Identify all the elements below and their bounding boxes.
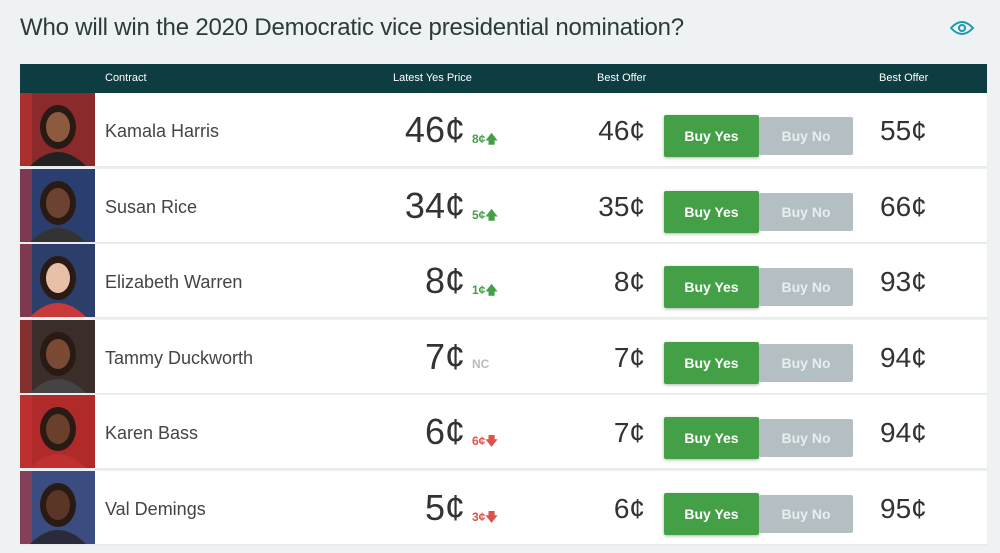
candidate-photo <box>20 319 95 393</box>
candidate-photo <box>20 168 95 242</box>
table-row[interactable]: Val Demings 5¢ 3¢🡇 6¢ Buy Yes Buy No 95¢ <box>20 470 987 544</box>
price-change: 1¢🡅 <box>472 283 498 297</box>
table-row[interactable]: Susan Rice 34¢ 5¢🡅 35¢ Buy Yes Buy No 66… <box>20 168 987 242</box>
arrow-up-icon: 🡅 <box>485 283 498 297</box>
contracts-table: Contract Latest Yes Price Best Offer Bes… <box>20 64 987 546</box>
buy-yes-button[interactable]: Buy Yes <box>664 492 759 535</box>
table-row[interactable]: Tammy Duckworth 7¢ NC 7¢ Buy Yes Buy No … <box>20 319 987 393</box>
best-offer-yes: 7¢ <box>613 417 645 448</box>
contract-name[interactable]: Elizabeth Warren <box>105 272 243 292</box>
buy-no-button[interactable]: Buy No <box>759 419 853 457</box>
best-offer-no: 94¢ <box>880 341 927 373</box>
table-header: Contract Latest Yes Price Best Offer Bes… <box>20 64 987 93</box>
buy-no-button[interactable]: Buy No <box>759 117 853 155</box>
header-best-offer-no: Best Offer <box>879 72 929 84</box>
header-latest-price: Latest Yes Price <box>393 72 472 84</box>
price-change: 8¢🡅 <box>472 132 498 146</box>
buy-yes-button[interactable]: Buy Yes <box>664 115 759 157</box>
best-offer-yes: 6¢ <box>613 492 645 524</box>
arrow-down-icon: 🡇 <box>485 509 498 524</box>
latest-yes-price: 5¢ <box>424 486 465 528</box>
contract-name[interactable]: Karen Bass <box>105 423 199 443</box>
eye-icon[interactable] <box>950 18 974 38</box>
buy-yes-button[interactable]: Buy Yes <box>664 266 759 308</box>
buy-yes-button[interactable]: Buy Yes <box>664 417 759 459</box>
arrow-up-icon: 🡅 <box>485 207 498 222</box>
candidate-photo <box>20 470 95 544</box>
price-change: NC <box>472 356 490 371</box>
buy-no-button[interactable]: Buy No <box>759 494 853 533</box>
buy-yes-button[interactable]: Buy Yes <box>664 190 759 233</box>
table-row[interactable]: Kamala Harris 46¢ 8¢🡅 46¢ Buy Yes Buy No… <box>20 93 987 166</box>
latest-yes-price: 7¢ <box>424 335 465 377</box>
best-offer-no: 66¢ <box>880 190 927 222</box>
best-offer-yes: 7¢ <box>613 341 645 373</box>
best-offer-no: 55¢ <box>880 115 927 146</box>
header-contract: Contract <box>105 72 147 84</box>
best-offer-yes: 46¢ <box>598 115 645 146</box>
candidate-photo <box>20 244 95 317</box>
buy-no-button[interactable]: Buy No <box>759 343 853 382</box>
arrow-down-icon: 🡇 <box>485 434 498 448</box>
latest-yes-price: 8¢ <box>424 260 465 301</box>
best-offer-no: 95¢ <box>880 492 927 524</box>
candidate-photo <box>20 93 95 166</box>
candidate-photo <box>20 395 95 468</box>
contract-name[interactable]: Tammy Duckworth <box>105 347 254 368</box>
page-title: Who will win the 2020 Democratic vice pr… <box>20 14 684 41</box>
best-offer-yes: 35¢ <box>598 190 645 222</box>
latest-yes-price: 34¢ <box>404 184 465 226</box>
buy-yes-button[interactable]: Buy Yes <box>664 341 759 384</box>
table-row[interactable]: Karen Bass 6¢ 6¢🡇 7¢ Buy Yes Buy No 94¢ <box>20 395 987 468</box>
price-change: 6¢🡇 <box>472 434 498 448</box>
price-change: 5¢🡅 <box>472 207 498 222</box>
latest-yes-price: 46¢ <box>404 109 465 150</box>
latest-yes-price: 6¢ <box>424 411 465 452</box>
best-offer-no: 93¢ <box>880 266 927 297</box>
best-offer-no: 94¢ <box>880 417 927 448</box>
buy-no-button[interactable]: Buy No <box>759 268 853 306</box>
price-change: 3¢🡇 <box>472 509 498 524</box>
contract-name[interactable]: Val Demings <box>105 498 206 519</box>
arrow-up-icon: 🡅 <box>485 132 498 146</box>
contract-name[interactable]: Susan Rice <box>105 196 198 217</box>
header-best-offer-yes: Best Offer <box>597 72 647 84</box>
table-row[interactable]: Elizabeth Warren 8¢ 1¢🡅 8¢ Buy Yes Buy N… <box>20 244 987 317</box>
best-offer-yes: 8¢ <box>613 266 645 297</box>
contract-name[interactable]: Kamala Harris <box>105 121 220 141</box>
buy-no-button[interactable]: Buy No <box>759 192 853 231</box>
